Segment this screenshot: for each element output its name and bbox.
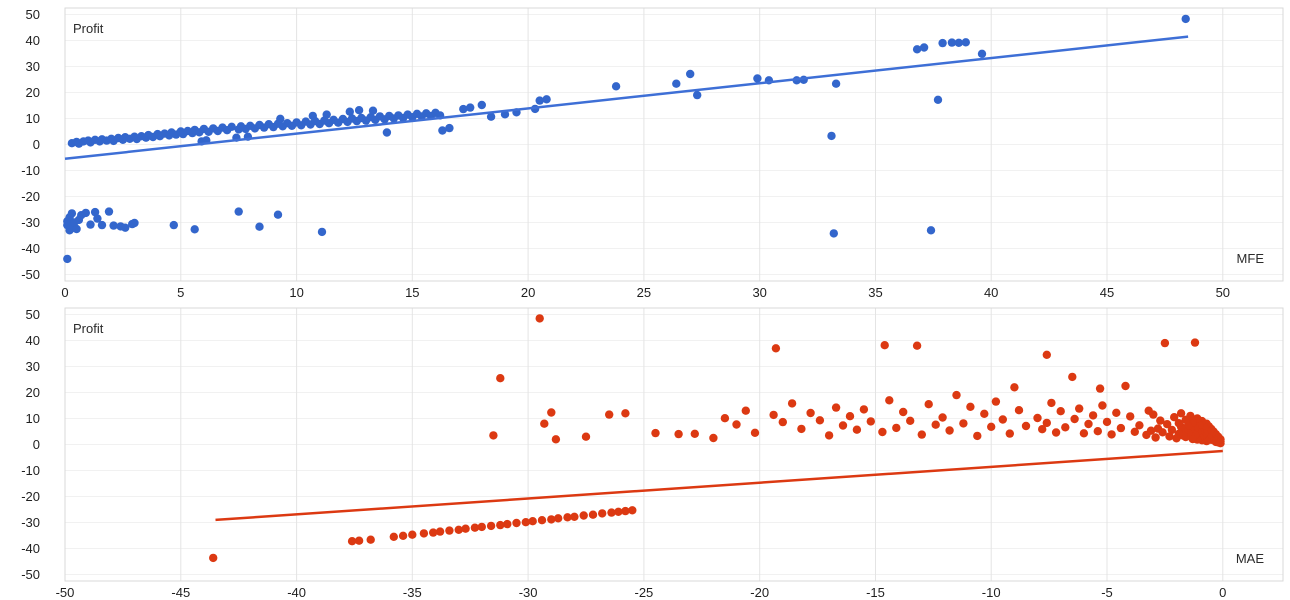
svg-text:0: 0 — [33, 137, 40, 152]
mfe-chart-x-axis-title: MFE — [1236, 251, 1264, 266]
svg-text:-20: -20 — [750, 585, 769, 600]
svg-text:35: 35 — [868, 285, 882, 300]
mae-chart-y-axis-title: Profit — [73, 321, 104, 336]
svg-text:30: 30 — [26, 59, 40, 74]
svg-text:-45: -45 — [171, 585, 190, 600]
svg-text:20: 20 — [521, 285, 535, 300]
svg-text:-25: -25 — [635, 585, 654, 600]
svg-text:-30: -30 — [519, 585, 538, 600]
svg-text:10: 10 — [289, 285, 303, 300]
svg-text:15: 15 — [405, 285, 419, 300]
svg-text:0: 0 — [33, 437, 40, 452]
svg-text:10: 10 — [26, 411, 40, 426]
mfe-profit-chart: 50 40 30 20 10 0 -10 -20 -30 -40 -50 0 5 10 15 20 25 30 35… — [21, 7, 1284, 300]
svg-text:-20: -20 — [21, 489, 40, 504]
svg-text:45: 45 — [1100, 285, 1114, 300]
svg-text:-50: -50 — [56, 585, 75, 600]
svg-text:20: 20 — [26, 385, 40, 400]
svg-text:40: 40 — [26, 33, 40, 48]
svg-text:5: 5 — [177, 285, 184, 300]
svg-text:20: 20 — [26, 85, 40, 100]
svg-text:0: 0 — [61, 285, 68, 300]
svg-text:25: 25 — [637, 285, 651, 300]
mfe-chart-y-axis-title: Profit — [73, 21, 104, 36]
svg-text:-50: -50 — [21, 267, 40, 282]
svg-text:40: 40 — [26, 333, 40, 348]
mfe-scatter-plot: 50 40 30 20 10 0 -10 -20 -30 -40 -50 0 5 10 15 20 25 30 35… — [21, 7, 1284, 300]
svg-text:50: 50 — [26, 7, 40, 22]
svg-text:-5: -5 — [1101, 585, 1113, 600]
svg-text:-15: -15 — [866, 585, 885, 600]
svg-text:-20: -20 — [21, 189, 40, 204]
svg-text:-40: -40 — [287, 585, 306, 600]
svg-text:50: 50 — [1216, 285, 1230, 300]
mae-profit-chart: 50 40 30 20 10 0 -10 -20 -30 -40 -50 -50 -45 -40 -35 -3… — [0, 300, 1290, 600]
svg-text:-40: -40 — [21, 541, 40, 556]
svg-text:10: 10 — [26, 111, 40, 126]
svg-text:-30: -30 — [21, 215, 40, 230]
svg-text:-10: -10 — [21, 463, 40, 478]
svg-text:-10: -10 — [982, 585, 1001, 600]
svg-text:-10: -10 — [21, 163, 40, 178]
svg-text:-50: -50 — [21, 567, 40, 582]
svg-text:-35: -35 — [403, 585, 422, 600]
mae-chart-x-axis-title: MAE — [1235, 551, 1264, 566]
svg-text:30: 30 — [26, 359, 40, 374]
svg-text:30: 30 — [752, 285, 766, 300]
svg-text:-30: -30 — [21, 515, 40, 530]
svg-text:50: 50 — [26, 307, 40, 322]
svg-text:0: 0 — [1219, 585, 1226, 600]
svg-text:40: 40 — [984, 285, 998, 300]
svg-text:-40: -40 — [21, 241, 40, 256]
